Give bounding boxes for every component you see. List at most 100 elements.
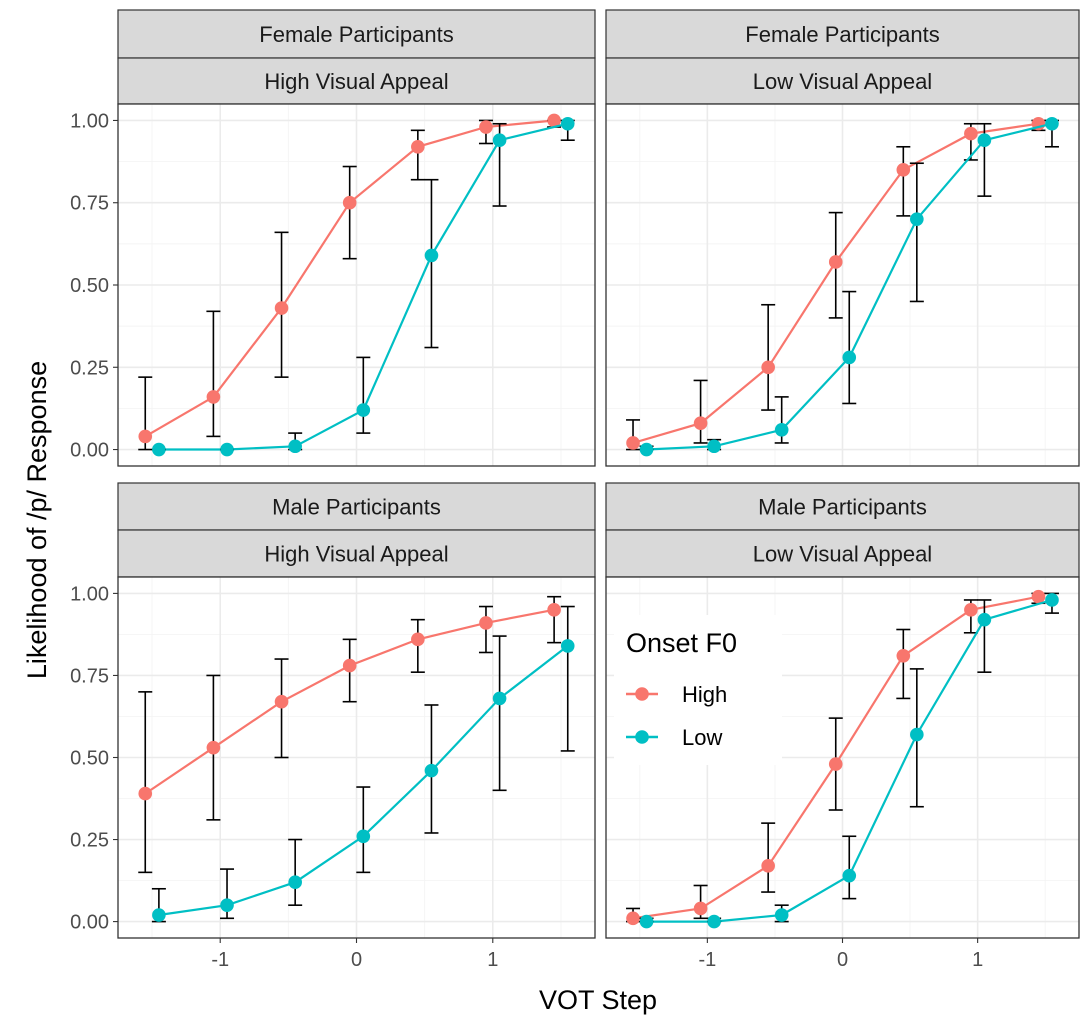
error-bar-high: [896, 628, 911, 700]
panel-1: Female Participants High Visual Appeal 0.0…: [70, 9, 596, 467]
strip-row-label: Male Participants: [758, 495, 927, 520]
error-bar-low: [842, 835, 857, 900]
x-axis-title: VOT Step: [539, 985, 657, 1015]
point-low: [842, 350, 857, 365]
point-high: [138, 429, 153, 444]
point-low: [288, 875, 302, 890]
point-high: [479, 616, 493, 630]
error-bar-low: [288, 838, 303, 906]
legend-title: Onset F0: [626, 628, 737, 658]
x-tick-label: 0: [351, 949, 362, 971]
point-low: [560, 116, 575, 131]
error-bar-high: [896, 145, 911, 217]
error-bar-low: [977, 599, 992, 673]
error-bar-high: [206, 310, 221, 438]
y-axis-title: Likelihood of /p/ Response: [22, 361, 52, 679]
point-high: [828, 255, 843, 269]
y-tick-label: 1.00: [70, 110, 109, 132]
point-high: [761, 859, 775, 873]
strip-row-label: Female Participants: [745, 22, 939, 47]
point-high: [761, 360, 775, 375]
point-low: [707, 914, 721, 929]
point-high: [547, 603, 561, 617]
y-tick-label: 0.75: [70, 665, 109, 687]
panel-3: Male Participants High Visual Appeal 0.00 0…: [70, 482, 596, 971]
error-bar-high: [761, 303, 776, 411]
legend-key-point-low: [635, 730, 649, 744]
strip-row-label-bg: [605, 9, 1080, 59]
panel-2: Female Participants Low Visual Appeal: [605, 9, 1080, 467]
y-tick-label: 0.75: [70, 193, 109, 215]
point-high: [138, 786, 153, 801]
point-low: [492, 133, 507, 147]
point-high: [342, 658, 357, 673]
y-tick-label: 0.25: [70, 357, 109, 379]
error-bar-low: [492, 635, 507, 792]
point-high: [206, 740, 221, 755]
x-tick-label: 0: [837, 949, 848, 971]
strip-col-label: Low Visual Appeal: [753, 542, 932, 567]
point-high: [626, 436, 640, 450]
point-low: [910, 212, 924, 226]
point-low: [356, 403, 371, 417]
strip-col-label-bg: [605, 529, 1080, 578]
error-bar-low: [909, 162, 924, 303]
legend: Onset F0 High Low: [614, 615, 782, 765]
point-high: [274, 301, 289, 315]
point-high: [896, 163, 911, 177]
point-low: [842, 868, 857, 883]
point-low: [288, 439, 302, 454]
point-high: [411, 139, 425, 154]
strip-row-label: Male Participants: [272, 495, 441, 520]
point-high: [411, 632, 425, 647]
error-bar-low: [356, 356, 371, 434]
point-low: [977, 133, 992, 147]
point-low: [424, 248, 439, 263]
panel-border: [605, 103, 1080, 467]
error-bar-high: [693, 379, 708, 444]
point-low: [707, 439, 721, 454]
point-high: [206, 390, 221, 404]
point-high: [693, 416, 708, 431]
error-bar-low: [842, 290, 857, 405]
error-bar-low: [424, 178, 439, 349]
point-low: [639, 442, 654, 457]
point-low: [1045, 593, 1059, 607]
y-tick-label: 0.25: [70, 830, 109, 852]
point-high: [479, 120, 493, 134]
point-low: [356, 829, 371, 844]
point-high: [626, 911, 640, 926]
point-low: [977, 612, 992, 627]
strip-row-label-bg: [605, 482, 1080, 531]
point-low: [910, 727, 924, 742]
strip-col-label-bg: [605, 57, 1080, 105]
strip-row-label-bg: [117, 9, 596, 59]
point-high: [274, 694, 289, 709]
strip-col-label: High Visual Appeal: [264, 542, 448, 567]
point-low: [560, 639, 575, 653]
point-high: [342, 195, 357, 210]
legend-label-low: Low: [682, 725, 722, 750]
error-bar-high: [410, 129, 425, 181]
point-high: [896, 648, 911, 663]
point-low: [220, 898, 234, 912]
point-high: [828, 757, 843, 771]
legend-key-point-high: [635, 687, 649, 701]
error-bar-low: [560, 605, 575, 752]
x-tick-label: 1: [487, 949, 498, 971]
point-low: [152, 908, 166, 922]
legend-label-high: High: [682, 682, 727, 707]
y-tick-label: 0.50: [70, 748, 109, 770]
x-tick-label: -1: [211, 949, 229, 971]
point-low: [1045, 116, 1059, 131]
point-high: [547, 113, 561, 128]
y-tick-label: 0.00: [70, 440, 109, 462]
error-bar-high: [761, 822, 776, 893]
point-low: [639, 914, 654, 929]
strip-col-label-bg: [117, 57, 596, 105]
strip-row-label: Female Participants: [259, 22, 453, 47]
y-tick-label: 0.50: [70, 275, 109, 297]
error-bar-high: [342, 165, 357, 260]
x-tick-label: -1: [698, 949, 716, 971]
